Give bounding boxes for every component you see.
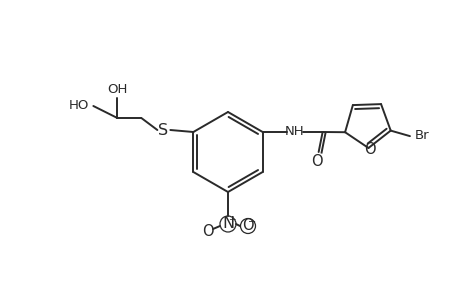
Text: O: O xyxy=(241,218,253,233)
Text: −: − xyxy=(247,217,256,227)
Text: O: O xyxy=(310,154,322,169)
Text: NH: NH xyxy=(284,124,304,137)
Text: Br: Br xyxy=(414,129,428,142)
Text: S: S xyxy=(158,122,168,137)
Text: O: O xyxy=(202,224,213,239)
Text: N: N xyxy=(221,217,234,232)
Text: +: + xyxy=(228,215,235,224)
Text: HO: HO xyxy=(69,98,90,112)
Text: O: O xyxy=(363,142,375,158)
Text: OH: OH xyxy=(107,82,127,95)
